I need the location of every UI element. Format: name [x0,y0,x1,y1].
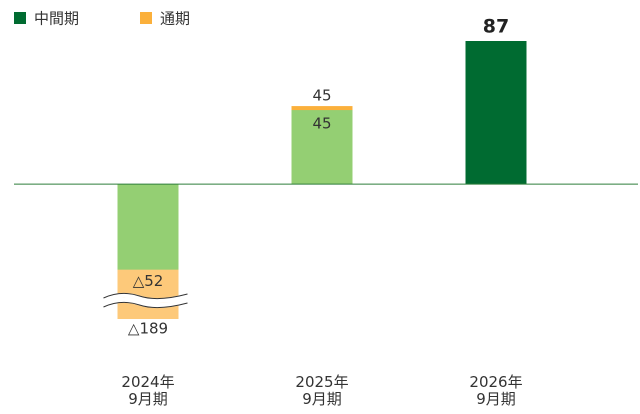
axis-break-line [103,292,188,309]
x-tick-label: 2026年 9月期 [469,373,523,408]
legend-swatch [140,12,152,24]
bar [117,184,179,270]
data-label: △189 [128,320,168,338]
axis-break [102,292,189,309]
data-label: 87 [483,16,509,38]
data-label: 45 [312,87,331,105]
bar [465,41,527,185]
legend-label: 中間期 [34,10,79,28]
data-label: 45 [312,115,331,133]
data-label: △52 [133,272,164,290]
legend-label: 通期 [160,10,190,28]
x-tick-label: 2024年 9月期 [121,373,175,408]
x-tick-label: 2025年 9月期 [295,373,349,408]
legend-swatch [14,12,26,24]
bar [291,110,353,185]
